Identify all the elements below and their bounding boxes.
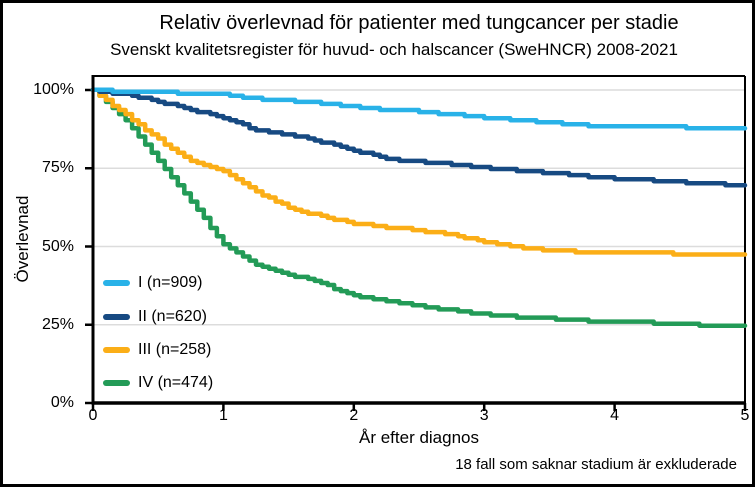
chart-title: Relativ överlevnad för patienter med tun… [159,12,679,34]
series-curve-III [90,87,748,257]
x-tick-label-5: 5 [740,407,750,424]
footnote: 18 fall som saknar stadium är exkluderad… [455,456,737,473]
y-tick-label-75%: 75% [41,159,74,177]
legend-swatch-IV [103,380,130,386]
legend-label-IV: IV (n=474) [138,374,214,391]
x-tick-label-2: 2 [349,407,359,424]
legend-item-IV: IV (n=474) [103,373,213,393]
legend-item-II: II (n=620) [103,307,207,327]
series-curve-II [90,87,748,188]
legend-label-II: II (n=620) [138,308,207,325]
legend-swatch-III [103,347,130,353]
legend-label-I: I (n=909) [138,274,203,291]
chart-subtitle: Svenskt kvalitetsregister för huvud- och… [110,40,678,59]
x-tick-label-3: 3 [479,407,489,424]
x-tick-label-4: 4 [610,407,620,424]
y-tick-label-100%: 100% [33,81,74,98]
legend-label-III: III (n=258) [138,341,212,358]
y-tick-label-50%: 50% [41,237,74,255]
legend-swatch-II [103,314,130,320]
series-curve-IV [90,87,748,328]
series-curve-I [90,87,748,131]
x-axis-label: År efter diagnos [358,428,479,447]
legend-item-III: III (n=258) [103,340,211,360]
x-tick-label-1: 1 [218,407,228,424]
legend-item-I: I (n=909) [103,273,202,293]
x-tick-label-0: 0 [88,407,98,424]
legend-swatch-I [103,280,130,286]
plot-area [85,75,748,411]
y-tick-label-25%: 25% [41,315,74,333]
y-tick-label-0%: 0% [50,394,74,411]
